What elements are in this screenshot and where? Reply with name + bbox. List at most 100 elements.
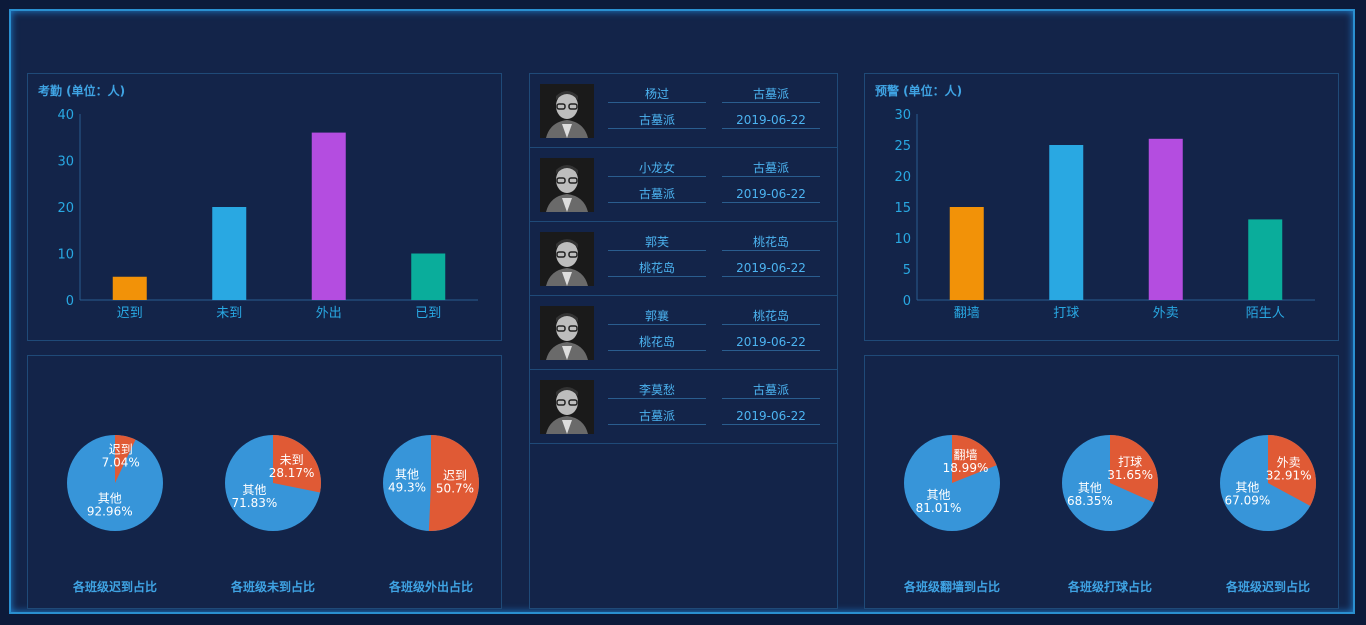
pie-slice-main[interactable] — [1110, 435, 1158, 503]
pie-other-label: 其他 — [242, 483, 266, 497]
pie-other-pct: 81.01% — [916, 501, 962, 515]
attendance-bar[interactable] — [411, 253, 446, 301]
person-date: 2019-06-22 — [722, 112, 820, 129]
pie-main-label: 翻墙 — [953, 448, 977, 462]
pie-caption: 各班级迟到占比 — [72, 580, 157, 594]
person-name: 郭襄 — [608, 308, 706, 325]
warning-bar[interactable] — [949, 207, 984, 300]
y-tick-label: 40 — [57, 108, 74, 123]
person-place: 古墓派 — [608, 112, 706, 129]
pie-main-label: 打球 — [1118, 455, 1142, 469]
pie-slice-main[interactable] — [273, 435, 321, 493]
pie-main-label: 未到 — [280, 453, 304, 467]
y-tick-label: 0 — [903, 294, 911, 309]
left-pie-charts: 迟到7.04%其他92.96%未到28.17%其他71.83%迟到50.7%其他… — [67, 435, 479, 531]
pie-main-pct: 32.91% — [1266, 469, 1312, 483]
pie-main-pct: 7.04% — [102, 456, 140, 470]
pie-other-label: 其他 — [927, 488, 951, 502]
person-name: 郭芙 — [608, 234, 706, 251]
pie-slice-main[interactable] — [952, 435, 997, 483]
pie-slice-main[interactable] — [1268, 435, 1316, 506]
avatar-photo — [540, 306, 594, 360]
y-tick-label: 25 — [894, 139, 911, 154]
x-tick-label: 外卖 — [1153, 306, 1179, 321]
list-item[interactable]: 郭芙 桃花岛 桃花岛 2019-06-22 — [530, 222, 837, 296]
pie-caption: 各班级打球占比 — [1067, 580, 1152, 594]
person-place: 古墓派 — [608, 186, 706, 203]
warning-bar[interactable] — [1148, 138, 1183, 300]
pie-slice-main[interactable] — [428, 435, 479, 531]
x-tick-label: 迟到 — [117, 306, 143, 321]
attendance-bar[interactable] — [112, 276, 147, 300]
avatar — [540, 84, 594, 138]
list-item[interactable]: 郭襄 桃花岛 桃花岛 2019-06-22 — [530, 296, 837, 370]
pie-caption: 各班级翻墙到占比 — [903, 580, 1000, 594]
list-item[interactable]: 小龙女 古墓派 古墓派 2019-06-22 — [530, 148, 837, 222]
person-sect: 桃花岛 — [722, 308, 820, 325]
pie-other-label: 其他 — [1078, 481, 1102, 495]
pie-caption: 各班级外出占比 — [388, 580, 473, 594]
person-place: 古墓派 — [608, 408, 706, 425]
person-date: 2019-06-22 — [722, 408, 820, 425]
x-tick-label: 翻墙 — [954, 306, 980, 321]
y-tick-label: 30 — [894, 108, 911, 123]
pie-main-label: 迟到 — [443, 469, 467, 483]
avatar — [540, 232, 594, 286]
pie-main-pct: 18.99% — [943, 461, 989, 475]
attendance-bar-chart: 0 10 20 30 40 迟到 未到 外出 已到 — [57, 108, 478, 321]
avatar — [540, 306, 594, 360]
pie-other-pct: 71.83% — [232, 496, 278, 510]
y-tick-label: 10 — [57, 248, 74, 263]
pie-main-pct: 50.7% — [436, 482, 474, 496]
pie-caption: 各班级迟到占比 — [1225, 580, 1310, 594]
attendance-bar[interactable] — [311, 132, 346, 300]
y-tick-label: 20 — [894, 170, 911, 185]
attendance-bar[interactable] — [212, 207, 247, 300]
y-tick-label: 20 — [57, 201, 74, 216]
pie-other-pct: 92.96% — [87, 504, 133, 518]
warning-title: 预警 (单位：人) — [875, 84, 963, 98]
avatar-photo — [540, 232, 594, 286]
person-place: 桃花岛 — [608, 260, 706, 277]
warning-bar[interactable] — [1248, 219, 1283, 300]
warning-bar[interactable] — [1049, 145, 1084, 300]
y-tick-label: 0 — [66, 294, 74, 309]
person-place: 桃花岛 — [608, 334, 706, 351]
person-date: 2019-06-22 — [722, 334, 820, 351]
avatar-photo — [540, 380, 594, 434]
x-tick-label: 已到 — [415, 306, 441, 321]
person-sect: 古墓派 — [722, 160, 820, 177]
pie-caption: 各班级未到占比 — [230, 580, 315, 594]
pie-main-label: 外卖 — [1277, 456, 1301, 470]
attendance-panel: 考勤 (单位：人) 0 10 20 30 40 迟到 未到 外出 已到 — [27, 73, 502, 341]
x-tick-label: 未到 — [216, 306, 242, 321]
left-pie-panel: 迟到 7.04% 其他 92.96% 未到 28.17% 其他 71.83% 迟到 50.7% 其他… — [27, 355, 502, 609]
warning-bar-chart: 0 5 10 15 20 25 30 翻墙 打球 外卖 陌生人 — [894, 108, 1315, 321]
pie-other-pct: 68.35% — [1067, 494, 1113, 508]
right-pie-panel: 翻墙 18.99% 其他 81.01% 打球 31.65% 其他 68.35% 外卖 32.91%… — [864, 355, 1339, 609]
avatar — [540, 380, 594, 434]
avatar-photo — [540, 158, 594, 212]
pie-other-pct: 49.3% — [388, 480, 426, 494]
warning-panel: 预警 (单位：人) 0 5 10 15 20 25 30 翻墙 打球 外卖 陌生人 — [864, 73, 1339, 341]
list-item[interactable]: 李莫愁 古墓派 古墓派 2019-06-22 — [530, 370, 837, 444]
pie-main-pct: 28.17% — [269, 466, 315, 480]
x-tick-label: 外出 — [316, 306, 342, 321]
y-tick-label: 10 — [894, 232, 911, 247]
x-tick-label: 陌生人 — [1246, 306, 1285, 321]
pie-other-label: 其他 — [98, 491, 122, 505]
person-sect: 古墓派 — [722, 86, 820, 103]
attendance-title: 考勤 (单位：人) — [38, 84, 126, 98]
pie-other-label: 其他 — [395, 467, 419, 481]
avatar — [540, 158, 594, 212]
y-tick-label: 5 — [903, 263, 911, 278]
people-panel: 杨过 古墓派 古墓派 2019-06-22 小龙女 古墓派 古墓派 2019-0… — [529, 73, 838, 609]
person-name: 李莫愁 — [608, 382, 706, 399]
pie-slice-main[interactable] — [115, 435, 136, 483]
list-item[interactable]: 杨过 古墓派 古墓派 2019-06-22 — [530, 74, 837, 148]
right-pie-charts: 翻墙18.99%其他81.01%打球31.65%其他68.35%外卖32.91%… — [904, 435, 1316, 531]
pie-main-label: 迟到 — [109, 443, 133, 457]
person-sect: 古墓派 — [722, 382, 820, 399]
pie-other-pct: 67.09% — [1224, 493, 1270, 507]
person-name: 小龙女 — [608, 160, 706, 177]
